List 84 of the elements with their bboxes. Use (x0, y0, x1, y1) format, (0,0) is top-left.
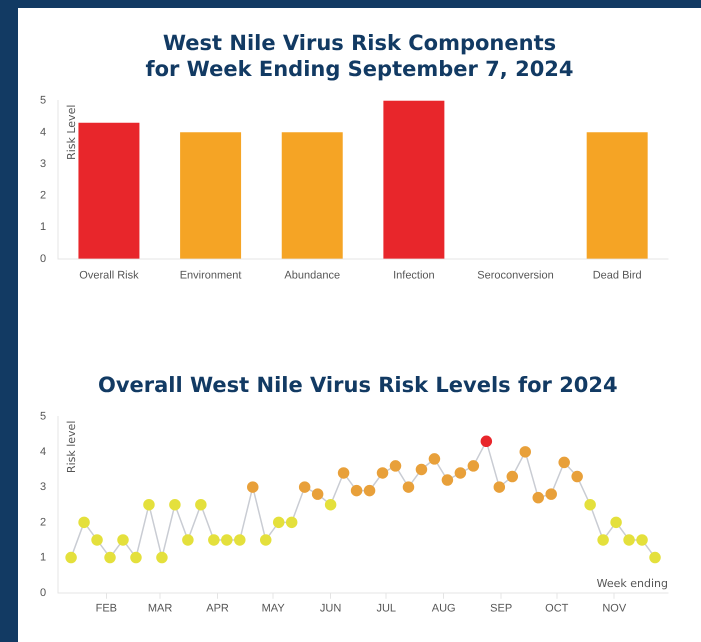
point (247, 481, 259, 493)
x-tick-label: NOV (602, 602, 627, 614)
y-axis-title: Risk Level (64, 104, 78, 160)
point (78, 516, 90, 528)
bar (78, 122, 140, 259)
point (402, 481, 414, 493)
y-tick-label: 3 (40, 158, 46, 170)
x-tick-label: MAY (262, 602, 286, 614)
point (234, 534, 246, 546)
point (597, 534, 609, 546)
x-tick-label: Overall Risk (79, 269, 140, 282)
y-tick-label: 5 (40, 410, 46, 423)
point (584, 498, 596, 510)
point (286, 516, 298, 528)
point (324, 498, 336, 510)
point (571, 470, 583, 482)
y-tick-label: 1 (40, 552, 46, 564)
point (480, 436, 492, 448)
x-tick-label: OCT (545, 602, 569, 614)
x-tick-label: Infection (393, 269, 435, 282)
point (364, 484, 376, 496)
point (390, 460, 402, 472)
point (221, 534, 233, 546)
point (130, 552, 142, 564)
chart-title: West Nile Virus Risk Components for Week Ending September 7, 2024 (144, 30, 575, 82)
bar (586, 132, 648, 259)
x-tick-label: SEP (490, 602, 512, 614)
y-tick-label: 0 (40, 252, 46, 265)
bar (282, 132, 343, 259)
point (208, 534, 220, 546)
bar (383, 100, 444, 259)
point (156, 552, 168, 564)
y-tick-label: 4 (40, 126, 46, 138)
y-tick-label: 2 (40, 190, 46, 202)
x-tick-label: JUN (320, 602, 342, 614)
point (272, 516, 284, 528)
x-tick-label: JUL (376, 602, 396, 614)
point (104, 552, 116, 564)
point (636, 534, 648, 546)
x-axis-title: Week ending (596, 577, 668, 590)
x-tick-label: MAR (148, 602, 172, 614)
y-tick-label: 3 (40, 481, 46, 494)
point (376, 467, 388, 479)
point (454, 467, 466, 479)
point (298, 481, 310, 493)
x-tick-label: FEB (96, 602, 118, 614)
bar (180, 132, 242, 259)
point (169, 498, 181, 510)
point (91, 534, 103, 546)
y-tick-label: 2 (40, 516, 46, 528)
y-tick-label: 1 (40, 221, 46, 234)
point (338, 467, 350, 479)
point (442, 474, 454, 486)
x-tick-label: Dead Bird (592, 269, 642, 282)
x-tick-label: Seroconversion (477, 269, 554, 282)
point (312, 488, 324, 500)
point (117, 534, 129, 546)
x-tick-label: Environment (180, 269, 242, 282)
point (416, 464, 428, 476)
point (65, 552, 77, 564)
point (494, 481, 506, 493)
point (143, 498, 155, 510)
point (649, 552, 661, 564)
point (195, 498, 207, 510)
y-axis-title: Risk level (64, 420, 78, 474)
point (182, 534, 194, 546)
x-tick-label: Abundance (284, 269, 340, 282)
x-tick-label: APR (206, 602, 229, 614)
point (558, 456, 570, 468)
point (610, 516, 622, 528)
point (260, 534, 272, 546)
point (468, 460, 480, 472)
x-tick-label: AUG (432, 602, 456, 614)
y-tick-label: 5 (40, 94, 46, 107)
point (520, 446, 532, 458)
point (545, 488, 557, 500)
y-tick-label: 0 (40, 586, 46, 599)
chart-title: Overall West Nile Virus Risk Levels for 2024 (97, 372, 619, 398)
point (350, 484, 362, 496)
point (532, 492, 544, 504)
point (428, 453, 440, 465)
point (623, 534, 635, 546)
y-tick-label: 4 (40, 446, 46, 458)
point (506, 470, 518, 482)
